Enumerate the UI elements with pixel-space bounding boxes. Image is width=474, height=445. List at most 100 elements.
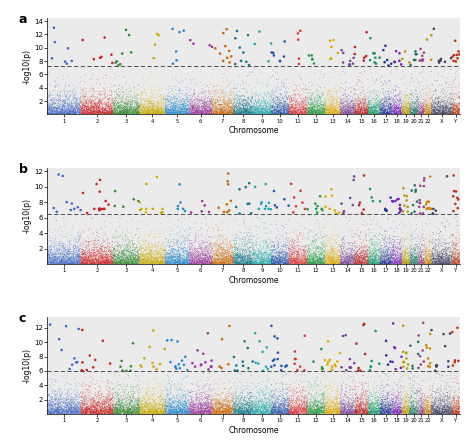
Point [309,382,316,389]
Point [413,254,421,261]
Point [341,256,349,263]
Point [138,255,146,262]
Point [175,246,182,253]
Point [52,408,60,415]
Point [244,407,251,414]
Point [428,111,436,118]
Point [230,255,237,262]
Point [109,409,117,416]
Point [213,408,221,415]
Point [435,110,443,117]
Point [383,404,390,411]
Point [117,260,124,267]
Point [167,409,175,416]
Point [220,255,228,263]
Point [455,255,462,262]
Point [266,409,273,416]
Point [394,109,402,117]
Point [431,237,439,244]
Point [314,260,322,267]
Point [417,109,425,117]
Point [425,101,433,108]
Point [171,249,179,256]
Point [414,96,422,103]
Point [239,257,247,264]
Point [159,252,167,259]
Point [344,408,351,415]
Point [122,247,130,254]
Point [320,111,328,118]
Point [250,408,257,415]
Point [136,104,144,111]
Point [433,256,440,263]
Point [205,406,213,413]
Point [131,251,139,259]
Point [388,108,396,115]
Point [276,109,284,117]
Point [425,106,433,113]
Point [161,105,168,112]
Point [365,65,373,73]
Point [209,107,216,114]
Point [301,104,309,111]
Point [274,409,282,416]
Point [438,401,445,409]
Point [46,397,54,405]
Point [115,105,123,112]
Point [396,99,404,106]
Point [245,239,252,246]
Point [186,388,194,396]
Point [134,253,142,260]
Point [342,97,350,105]
Point [396,258,403,265]
Point [70,408,77,415]
Point [328,258,335,265]
Point [245,229,252,236]
Point [323,384,330,391]
Point [137,252,144,259]
Point [147,260,155,267]
Point [55,405,62,413]
Point [410,410,418,417]
Point [394,406,402,413]
Point [292,406,300,413]
Point [350,258,357,265]
Point [164,254,172,261]
Point [348,405,356,413]
Point [338,384,346,392]
Point [326,397,334,405]
Point [324,410,332,417]
Point [230,92,238,99]
Point [225,406,232,413]
Point [382,405,390,412]
Point [156,410,164,417]
Point [315,251,323,258]
Point [377,245,385,252]
Point [329,408,337,415]
Point [135,110,142,117]
Point [71,410,78,417]
Point [193,400,201,407]
Point [371,86,379,93]
Point [283,406,291,413]
Point [203,231,211,238]
Point [375,407,383,414]
Point [247,393,255,400]
Point [413,247,421,255]
Point [360,409,368,417]
Point [68,110,75,117]
Point [184,97,192,104]
Point [268,404,276,411]
Point [192,103,200,110]
Point [350,110,357,117]
Point [140,103,148,110]
Point [435,410,442,417]
Point [61,247,68,254]
Point [375,110,383,117]
Point [288,248,296,255]
Point [251,111,259,118]
Point [158,254,166,261]
Point [175,93,182,100]
Point [202,257,210,264]
Point [439,260,447,267]
